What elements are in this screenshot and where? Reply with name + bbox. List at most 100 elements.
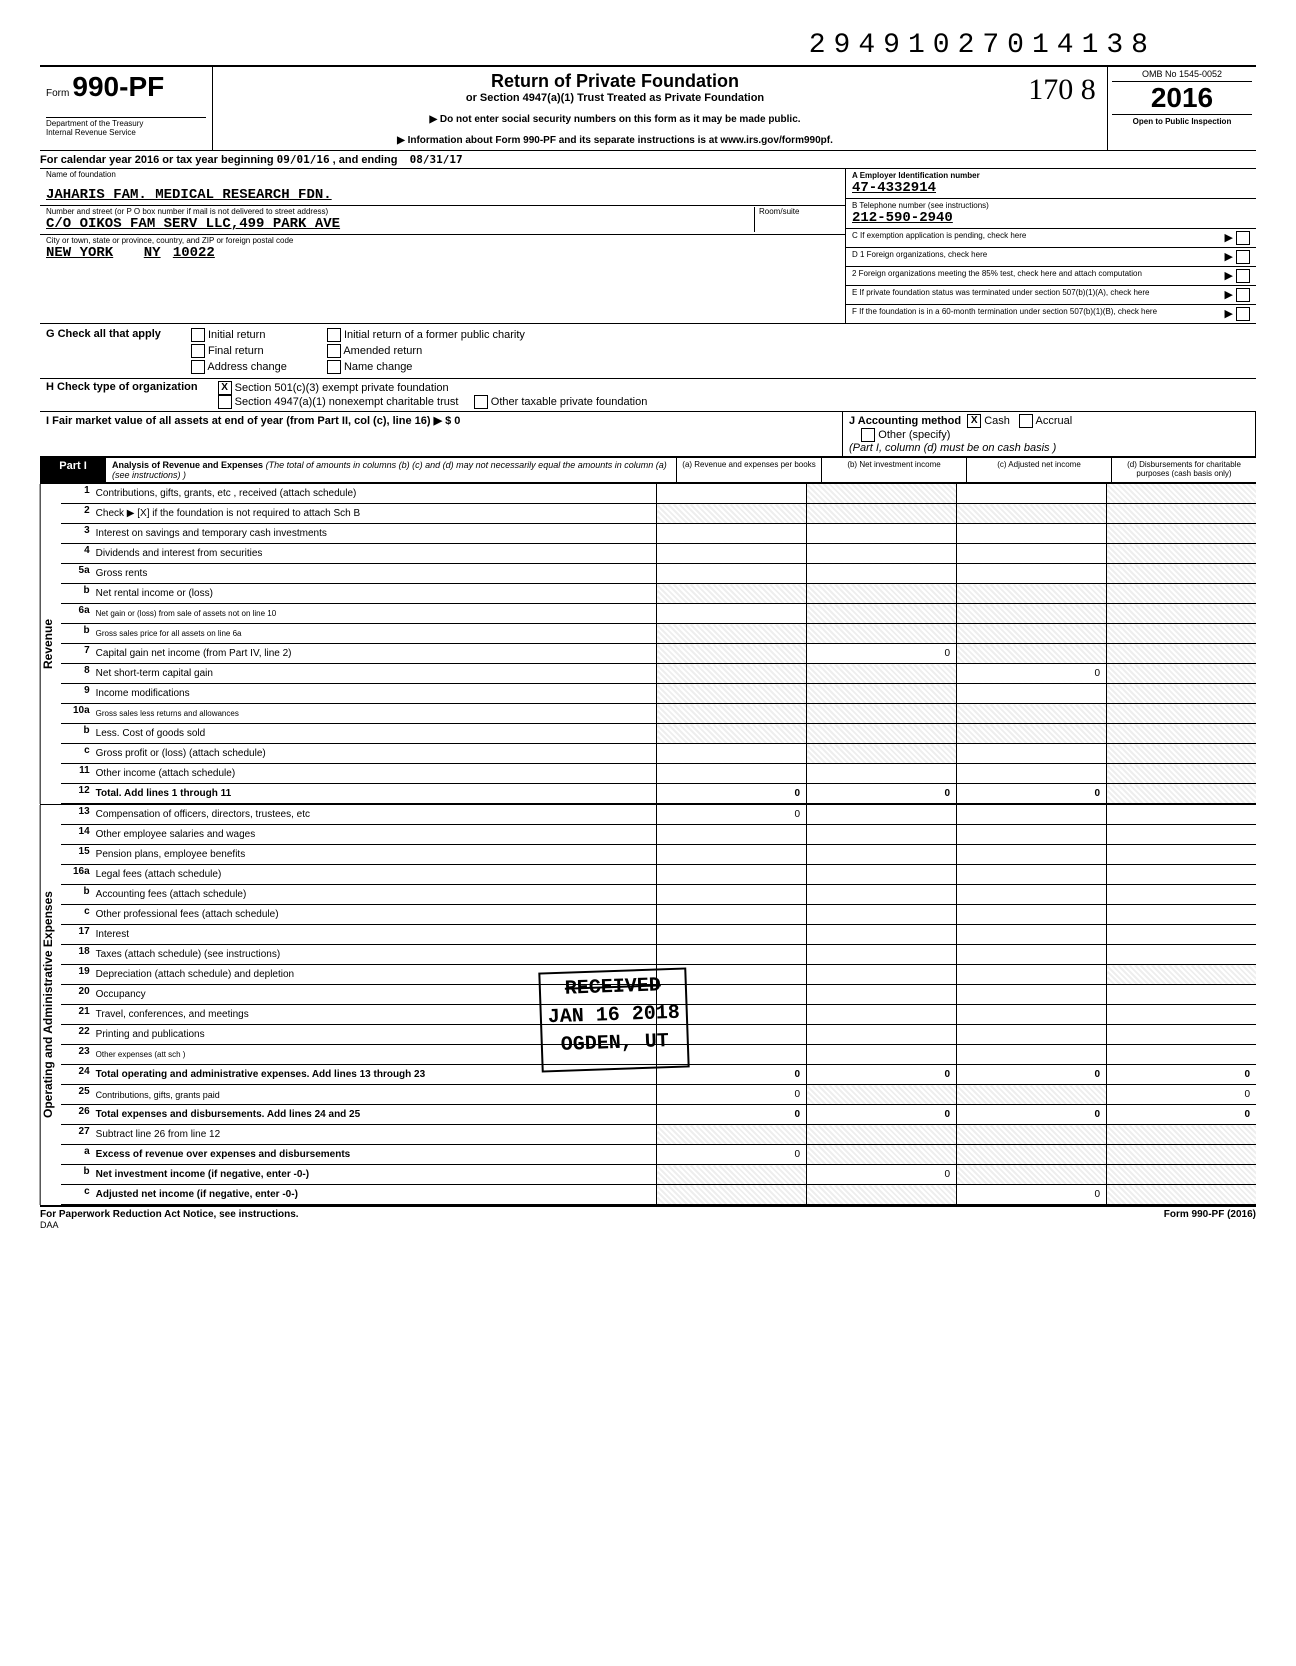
- form-prefix: Form: [46, 88, 69, 99]
- addr-label: Number and street (or P O box number if …: [46, 207, 754, 216]
- line-6b: bGross sales price for all assets on lin…: [61, 624, 1256, 644]
- i-label: I Fair market value of all assets at end…: [46, 415, 451, 427]
- j-accrual-checkbox[interactable]: [1019, 414, 1033, 428]
- city: NEW YORK: [46, 245, 113, 261]
- line-15: 15Pension plans, employee benefits: [61, 845, 1256, 865]
- g-opt-final: Final return: [208, 345, 264, 357]
- d2-label: 2 Foreign organizations meeting the 85% …: [852, 269, 1218, 283]
- g-opt-initial: Initial return: [208, 329, 265, 341]
- cell-j: J Accounting method X Cash Accrual Other…: [843, 412, 1256, 456]
- g-initial-former-checkbox[interactable]: [327, 328, 341, 342]
- line-25: 25Contributions, gifts, grants paid00: [61, 1085, 1256, 1105]
- j-accrual: Accrual: [1036, 415, 1073, 427]
- d2-checkbox[interactable]: [1236, 269, 1250, 283]
- line-16c: cOther professional fees (attach schedul…: [61, 905, 1256, 925]
- line-18: 18Taxes (attach schedule) (see instructi…: [61, 945, 1256, 965]
- phone-value: 212-590-2940: [852, 210, 1250, 226]
- stamp-location: OGDEN, UT: [548, 1028, 681, 1061]
- footer-left: For Paperwork Reduction Act Notice, see …: [40, 1209, 299, 1220]
- g-amended-checkbox[interactable]: [327, 344, 341, 358]
- line-27c: cAdjusted net income (if negative, enter…: [61, 1185, 1256, 1205]
- g-opt-amended: Amended return: [343, 345, 422, 357]
- line-4: 4Dividends and interest from securities: [61, 544, 1256, 564]
- j-other-checkbox[interactable]: [861, 428, 875, 442]
- col-d-head: (d) Disbursements for charitable purpose…: [1112, 458, 1256, 482]
- line-11: 11Other income (attach schedule): [61, 764, 1256, 784]
- dln-number: 29491027014138: [40, 30, 1156, 61]
- g-final-checkbox[interactable]: [191, 344, 205, 358]
- part1-desc: Analysis of Revenue and Expenses (The to…: [106, 458, 677, 482]
- omb-number: OMB No 1545-0052: [1112, 69, 1252, 82]
- period-prefix: For calendar year 2016 or tax year begin…: [40, 154, 274, 166]
- h-501c3-checkbox[interactable]: X: [218, 381, 232, 395]
- h-opt-4947: Section 4947(a)(1) nonexempt charitable …: [235, 396, 459, 408]
- h-other-checkbox[interactable]: [474, 395, 488, 409]
- handwritten-number: 170 8: [1017, 67, 1107, 150]
- instr-2: ▶ Information about Form 990-PF and its …: [221, 135, 1009, 146]
- city-label: City or town, state or province, country…: [46, 236, 839, 245]
- phone-label: B Telephone number (see instructions): [852, 201, 1250, 210]
- line-3: 3Interest on savings and temporary cash …: [61, 524, 1256, 544]
- j-note: (Part I, column (d) must be on cash basi…: [849, 442, 1056, 454]
- state: NY: [144, 245, 161, 261]
- line-27a: aExcess of revenue over expenses and dis…: [61, 1145, 1256, 1165]
- j-label: J Accounting method: [849, 415, 961, 427]
- j-other: Other (specify): [878, 429, 950, 441]
- revenue-table: 1Contributions, gifts, grants, etc , rec…: [61, 484, 1256, 804]
- line-9: 9Income modifications: [61, 684, 1256, 704]
- line-16b: bAccounting fees (attach schedule): [61, 885, 1256, 905]
- h-opt-other: Other taxable private foundation: [491, 396, 648, 408]
- line-7: 7Capital gain net income (from Part IV, …: [61, 644, 1256, 664]
- line-27: 27Subtract line 26 from line 12: [61, 1125, 1256, 1145]
- entity-right: A Employer Identification number 47-4332…: [845, 169, 1256, 323]
- line-10a: 10aGross sales less returns and allowanc…: [61, 704, 1256, 724]
- tax-period: For calendar year 2016 or tax year begin…: [40, 151, 1256, 169]
- line-14: 14Other employee salaries and wages: [61, 825, 1256, 845]
- row-h: H Check type of organization X Section 5…: [40, 379, 1256, 412]
- j-cash: Cash: [984, 415, 1010, 427]
- e-checkbox[interactable]: [1236, 288, 1250, 302]
- col-a-head: (a) Revenue and expenses per books: [677, 458, 822, 482]
- line-13: 13Compensation of officers, directors, t…: [61, 805, 1256, 825]
- revenue-vert-label: Revenue: [40, 484, 61, 804]
- f-checkbox[interactable]: [1236, 307, 1250, 321]
- footer: For Paperwork Reduction Act Notice, see …: [40, 1207, 1256, 1220]
- j-cash-checkbox[interactable]: X: [967, 414, 981, 428]
- g-initial-checkbox[interactable]: [191, 328, 205, 342]
- line-2: 2Check ▶ [X] if the foundation is not re…: [61, 504, 1256, 524]
- ein-label: A Employer Identification number: [852, 171, 1250, 180]
- line-17: 17Interest: [61, 925, 1256, 945]
- row-g: G Check all that apply Initial return In…: [40, 324, 1256, 379]
- part1-header: Part I Analysis of Revenue and Expenses …: [40, 458, 1256, 483]
- period-begin: 09/01/16: [277, 153, 330, 166]
- i-value: 0: [454, 415, 460, 427]
- line-10b: bLess. Cost of goods sold: [61, 724, 1256, 744]
- form-title: Return of Private Foundation: [221, 71, 1009, 92]
- part1-desc-bold: Analysis of Revenue and Expenses: [112, 460, 263, 470]
- col-c-head: (c) Adjusted net income: [967, 458, 1112, 482]
- received-stamp: RECEIVED JAN 16 2018 OGDEN, UT: [538, 967, 689, 1072]
- footer-daa: DAA: [40, 1220, 1256, 1230]
- entity-left: Name of foundation JAHARIS FAM. MEDICAL …: [40, 169, 845, 323]
- h-4947-checkbox[interactable]: [218, 395, 232, 409]
- revenue-section: Revenue 1Contributions, gifts, grants, e…: [40, 483, 1256, 804]
- e-label: E If private foundation status was termi…: [852, 288, 1218, 302]
- foundation-name: JAHARIS FAM. MEDICAL RESEARCH FDN.: [46, 187, 839, 203]
- c-checkbox[interactable]: [1236, 231, 1250, 245]
- d1-checkbox[interactable]: [1236, 250, 1250, 264]
- line-1: 1Contributions, gifts, grants, etc , rec…: [61, 484, 1256, 504]
- g-opt-former: Initial return of a former public charit…: [344, 329, 525, 341]
- g-opt-name: Name change: [344, 361, 413, 373]
- g-name-checkbox[interactable]: [327, 360, 341, 374]
- year-cell: OMB No 1545-0052 2016 Open to Public Ins…: [1107, 67, 1256, 150]
- g-address-checkbox[interactable]: [191, 360, 205, 374]
- title-cell: Return of Private Foundation or Section …: [213, 67, 1017, 150]
- ein-value: 47-4332914: [852, 180, 1250, 196]
- footer-right: Form 990-PF (2016): [1164, 1209, 1256, 1220]
- line-12: 12Total. Add lines 1 through 11000: [61, 784, 1256, 804]
- line-5b: bNet rental income or (loss): [61, 584, 1256, 604]
- period-mid: , and ending: [333, 154, 398, 166]
- line-27b: bNet investment income (if negative, ent…: [61, 1165, 1256, 1185]
- line-6a: 6aNet gain or (loss) from sale of assets…: [61, 604, 1256, 624]
- cell-i: I Fair market value of all assets at end…: [40, 412, 843, 456]
